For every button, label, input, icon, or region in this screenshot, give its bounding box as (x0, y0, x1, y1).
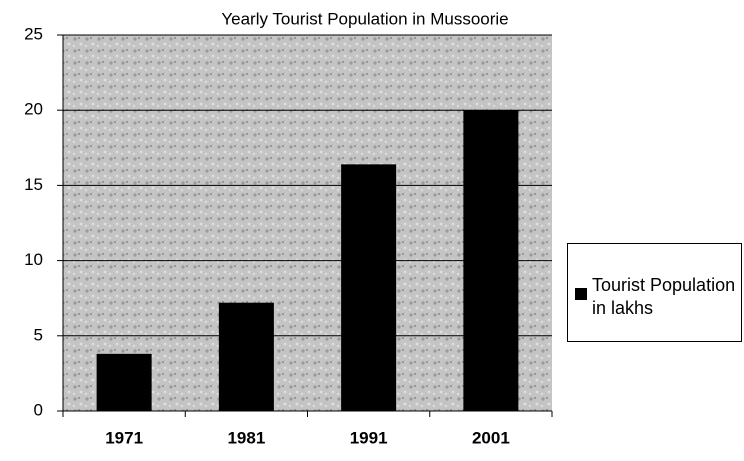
legend-swatch (575, 288, 587, 300)
x-tick-label: 1981 (227, 428, 265, 447)
x-tick-label: 1991 (350, 428, 388, 447)
y-tick-label: 15 (24, 175, 43, 194)
y-tick-label: 25 (24, 24, 43, 43)
x-tick-label: 2001 (472, 428, 510, 447)
bar (463, 110, 519, 411)
legend-label: Tourist Population in lakhs (592, 275, 736, 318)
chart-title: Yearly Tourist Population in Mussoorie (221, 9, 508, 28)
bar (96, 353, 152, 411)
y-tick-label: 0 (34, 400, 43, 419)
x-tick-label: 1971 (105, 428, 143, 447)
bar (341, 164, 397, 411)
legend: Tourist Population in lakhs (567, 243, 742, 342)
y-tick-label: 20 (24, 100, 43, 119)
y-tick-label: 10 (24, 250, 43, 269)
y-tick-label: 5 (34, 325, 43, 344)
bar (218, 302, 274, 411)
